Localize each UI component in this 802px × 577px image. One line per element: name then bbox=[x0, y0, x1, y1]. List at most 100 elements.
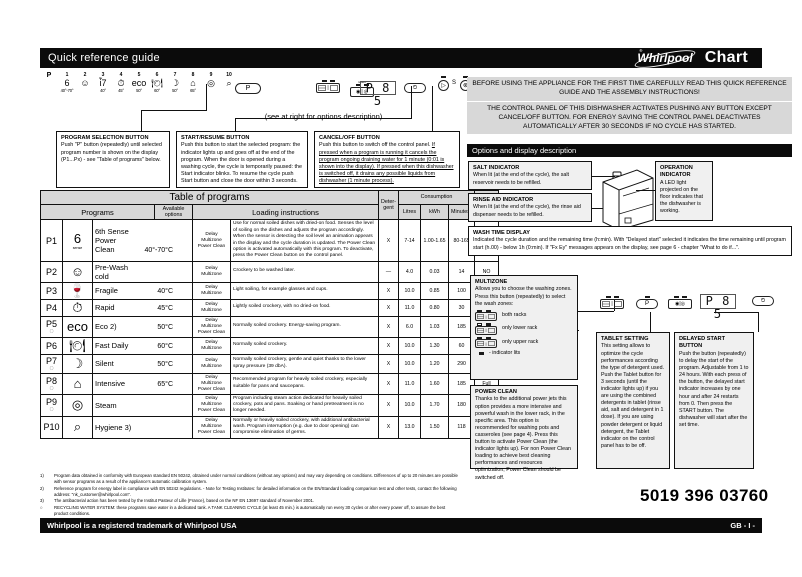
program-number-cell: P10 bbox=[40, 415, 63, 439]
clock-icon: ⏲ bbox=[760, 297, 766, 304]
multizone-panel-button[interactable]: | bbox=[600, 296, 624, 310]
led-indicator bbox=[363, 84, 369, 87]
program-number-label: P3 bbox=[45, 285, 57, 296]
loading-instructions-cell: Light soiling, for example glasses and c… bbox=[229, 281, 380, 300]
available-options-cell: Delay Multizone Power Clean bbox=[192, 415, 231, 439]
footnotes: 1) Program data obtained in conformity wi… bbox=[40, 473, 460, 518]
multizone-box: MULTIZONE Allows you to choose the washi… bbox=[470, 275, 578, 380]
table-title: Table of programs bbox=[39, 190, 380, 205]
multizone-button-icon: | bbox=[475, 325, 497, 335]
table-header-row-1: Table of programs Deter-gent Consumption… bbox=[39, 189, 500, 221]
multizone-button[interactable]: | bbox=[316, 83, 340, 94]
program-panel-button[interactable]: P bbox=[636, 296, 658, 310]
delay-button[interactable]: ⏲ bbox=[752, 296, 774, 306]
program-number-cell: P9 ◌ bbox=[40, 393, 63, 417]
delay-control[interactable]: ⏲ bbox=[404, 83, 426, 93]
delay-panel-button[interactable]: ⏲ bbox=[752, 296, 774, 306]
program-number: 1 bbox=[65, 72, 69, 78]
program-glyph-icon: ☽ bbox=[170, 78, 180, 89]
detergent-cell: X bbox=[378, 393, 400, 417]
page-title: Quick reference guide bbox=[48, 52, 160, 64]
program-number-label: P2 bbox=[45, 266, 57, 277]
led-indicator bbox=[605, 296, 611, 299]
footer-bar: Whirlpool is a registered trademark of W… bbox=[40, 518, 762, 533]
program-icon-cell: eco bbox=[62, 315, 93, 338]
kwh-cell: 1.60 bbox=[420, 372, 450, 395]
program-number: 6 bbox=[155, 72, 159, 78]
program-number-cell: P5 ◌ bbox=[40, 315, 63, 338]
multizone-control[interactable]: | bbox=[316, 80, 340, 94]
program-number: 9 bbox=[209, 72, 213, 78]
options-section-title: Options and display description bbox=[467, 144, 792, 157]
footnote-marker: 1) bbox=[40, 473, 44, 478]
footnote-row: 2) Reference program for energy label in … bbox=[40, 486, 460, 498]
p-button-right[interactable]: P bbox=[636, 299, 658, 310]
program-temperature: 40°-70°C bbox=[144, 247, 173, 255]
operation-indicator-box: OPERATION INDICATOR A LED light projecte… bbox=[655, 161, 713, 221]
box-title: OPERATION INDICATOR bbox=[660, 165, 693, 179]
program-temperature: 50° bbox=[136, 88, 142, 94]
callout-title: CANCEL/OFF BUTTON bbox=[319, 135, 380, 141]
leader-line bbox=[758, 312, 759, 332]
program-number: 10 bbox=[226, 72, 232, 78]
multizone-option-upper: | only upper rack bbox=[475, 336, 573, 348]
box-title: WASH TIME DISPLAY bbox=[473, 230, 530, 236]
option-label: - indicator lits bbox=[489, 349, 521, 356]
available-options-cell: Delay Multizone Power Clean bbox=[192, 315, 231, 338]
program-glyph-icon: ⌕ bbox=[226, 78, 232, 89]
callout-title: PROGRAM SELECTION BUTTON bbox=[61, 135, 149, 141]
loading-instructions-cell: Normally soiled crockery. bbox=[229, 336, 380, 355]
program-icon-row: P 1 6 40°-70° 2 ☺ 3 ἷ7 40° 4 ⏱ 45° 5 eco 50° 6 🍽 60° 7 ☽ 50°… bbox=[40, 72, 460, 94]
program-number-label: P1 bbox=[45, 235, 57, 246]
program-temperature: 65°C bbox=[157, 381, 173, 389]
leader-line bbox=[578, 330, 579, 331]
program-name: Steam bbox=[95, 400, 117, 410]
kwh-cell: 1.30 bbox=[420, 336, 450, 355]
footnote-marker: 3) bbox=[40, 498, 44, 504]
program-name-cell: Rapid 45°C bbox=[92, 298, 193, 317]
led-indicator bbox=[329, 80, 335, 83]
powerclean-button[interactable]: ◉|◎ bbox=[668, 299, 692, 310]
p-button[interactable]: P bbox=[235, 83, 261, 94]
program-name: Hygiene 3) bbox=[95, 422, 132, 432]
program-name: Pre-Wash cold bbox=[95, 262, 129, 281]
program-temperature: 40°C bbox=[157, 288, 173, 296]
leader-line bbox=[141, 110, 142, 132]
powerclean-button[interactable]: ◉|◎ bbox=[350, 87, 374, 98]
program-name: Rapid bbox=[95, 303, 115, 313]
callout-body-plain: Push this button to switch off the contr… bbox=[319, 142, 431, 149]
litres-cell: 4.0 bbox=[398, 260, 422, 283]
salt-indicator-box: SALT INDICATOR When lit (at the end of t… bbox=[468, 161, 592, 190]
available-options-cell: Delay Multizone Power Clean bbox=[192, 372, 231, 395]
program-icon-3: 3 ἷ7 40° bbox=[94, 72, 112, 94]
program-number: 8 bbox=[191, 72, 195, 78]
multizone-button[interactable]: | bbox=[600, 299, 624, 310]
led-indicator bbox=[321, 80, 327, 83]
program-number-cell: P1 bbox=[40, 219, 63, 262]
box-body: Allows you to choose the washing zones. … bbox=[475, 286, 572, 307]
recycling-water-icon: ◌ bbox=[49, 406, 54, 414]
callout-program-selection: PROGRAM SELECTION BUTTON Push "P" button… bbox=[56, 131, 170, 188]
program-icon-cell: ⌕ bbox=[62, 415, 93, 439]
callout-body-underlined: If pressed when a program is running it … bbox=[319, 142, 454, 185]
loading-instructions-cell: Normally soiled crockery. Energy-saving … bbox=[229, 315, 380, 338]
litres-cell: 11.0 bbox=[398, 372, 422, 395]
recycling-water-icon: ◌ bbox=[49, 327, 54, 335]
powerclean-panel-button[interactable]: ◉|◎ bbox=[668, 296, 692, 310]
program-temperature: 60°C bbox=[157, 343, 173, 351]
table-row: P9 ◌ ◎ Steam Delay Multizone Power Clean Prog… bbox=[40, 393, 500, 417]
callout-body: Push "P" button (repeatedly) until selec… bbox=[61, 142, 162, 163]
table-row: P2 ☺ Pre-Wash cold Delay Multizone Crockery … bbox=[40, 260, 500, 283]
powerclean-control[interactable]: tablet ◉ | ◎ bbox=[350, 80, 374, 98]
recycling-water-icon: ◌ bbox=[49, 364, 54, 372]
start-control[interactable]: ▷ bbox=[438, 76, 449, 92]
program-number-label: P8 bbox=[45, 375, 57, 386]
delay-button[interactable]: ⏲ bbox=[404, 83, 426, 93]
box-body: Thanks to the additional power jets this… bbox=[475, 396, 571, 481]
leader-line bbox=[411, 86, 412, 118]
program-number-cell: P3 bbox=[40, 281, 63, 300]
start-resume-button[interactable]: ▷ bbox=[438, 80, 449, 92]
program-glyph-icon: ☺ bbox=[70, 263, 85, 279]
led-indicator bbox=[486, 309, 491, 313]
